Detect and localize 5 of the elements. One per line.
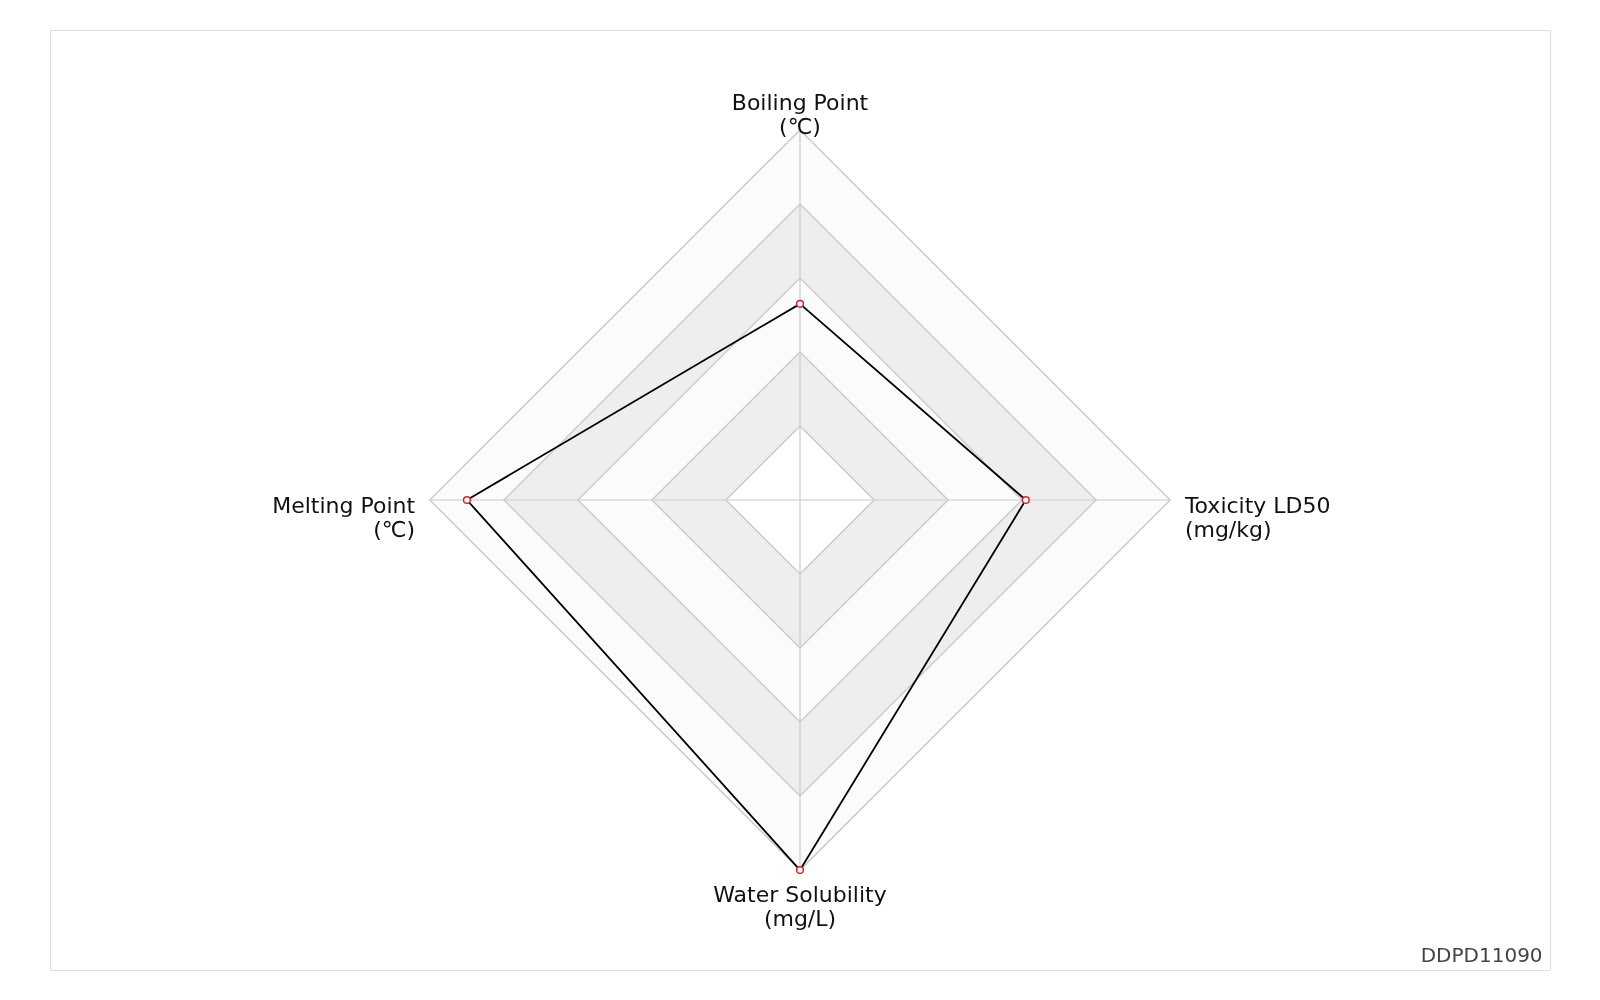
spoke-label: Water Solubility (mg/L) <box>713 881 887 931</box>
spoke-label: Toxicity LD50 (mg/kg) <box>1183 493 1331 542</box>
spoke-label: Melting Point (℃) <box>272 493 416 542</box>
text: DDPD11090 <box>1420 943 1543 968</box>
spoke-label: Boiling Point (℃) <box>731 90 869 140</box>
